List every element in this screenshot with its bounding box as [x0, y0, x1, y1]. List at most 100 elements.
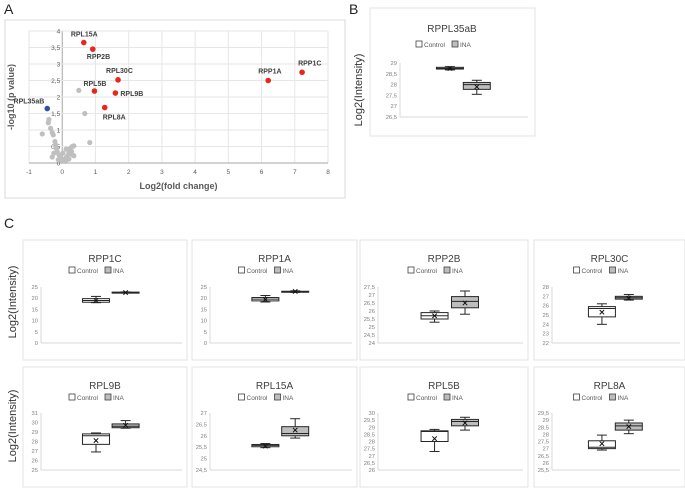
- legend-label-control: Control: [247, 395, 269, 402]
- data-point-gray: [47, 125, 54, 131]
- legend-label-control: Control: [424, 42, 446, 49]
- y-tick-label: 27: [543, 294, 549, 300]
- legend-swatch-control: [415, 40, 423, 48]
- y-tick-label: 24: [369, 341, 376, 347]
- data-point-rpp1a: [265, 77, 272, 84]
- y-tick-label: 28: [543, 432, 549, 438]
- chart-frame: [359, 239, 529, 361]
- y-tick-label: 25,5: [538, 468, 549, 474]
- box-ina: [614, 419, 643, 435]
- y-tick-label: 26: [543, 304, 549, 310]
- data-point-gray: [62, 158, 69, 164]
- box-control: [251, 443, 280, 449]
- box-control: [587, 303, 616, 325]
- legend-swatch-control: [238, 393, 245, 401]
- legend-label-control: Control: [582, 395, 604, 402]
- mean-marker: [431, 436, 438, 442]
- point-label: RPL8A: [103, 115, 126, 122]
- legend-label-control: Control: [416, 395, 438, 402]
- legend-swatch-ina: [274, 393, 281, 401]
- mean-marker: [292, 288, 298, 295]
- data-point-gray: [71, 143, 77, 149]
- chart-title: RPP1C: [88, 254, 121, 265]
- boxplot-rpp1a: RPP1A Control INA 0 5 10 15 20 25: [191, 239, 358, 361]
- y-tick-label: 28,5: [386, 72, 397, 78]
- legend-label-control: Control: [247, 268, 269, 275]
- y-tick-label: 28,5: [538, 425, 549, 431]
- boxplot-rpl15a: RPL15A Control INA 24,5 25 25,5 26 26,5 27: [191, 366, 358, 488]
- point-label: RPL9B: [120, 91, 143, 98]
- y-tick-label: 26: [369, 309, 375, 315]
- legend-label-control: Control: [77, 395, 99, 402]
- y-tick-label: 24,5: [364, 333, 375, 339]
- box-iqr: [281, 426, 310, 437]
- y-tick-label: 1,5: [51, 111, 60, 118]
- mean-marker: [462, 300, 468, 306]
- box-control: [420, 310, 449, 323]
- legend-swatch-ina: [443, 393, 451, 401]
- point-label: RPL15A: [71, 32, 98, 39]
- y-tick-label: 30: [369, 411, 375, 417]
- data-point-gray: [50, 132, 56, 138]
- y-tick-label: 27: [391, 104, 397, 110]
- mean-marker: [599, 309, 605, 315]
- legend-swatch-ina: [609, 266, 616, 274]
- y-tick-label: 20: [32, 296, 38, 302]
- y-tick-label: 28: [32, 440, 38, 446]
- y-tick-label: 29: [369, 425, 375, 431]
- chart-title: RPL9B: [89, 381, 121, 392]
- y-tick-label: 5: [35, 330, 38, 336]
- y-tick-label: 27,5: [364, 285, 375, 291]
- boxplot-rpl9b: RPL9B Control INA 25 26 27 28 29 30 31: [22, 366, 188, 488]
- y-tick-label: 0: [204, 341, 207, 347]
- y-tick-label: 27: [369, 454, 375, 460]
- legend-label-ina: INA: [452, 268, 464, 275]
- panel-label-b: B: [349, 1, 358, 17]
- box-ina: [111, 420, 140, 429]
- box-iqr: [420, 430, 449, 442]
- legend-label-ina: INA: [113, 268, 125, 275]
- box-ina: [281, 288, 310, 295]
- y-tick-label: 24,5: [196, 468, 207, 474]
- y-tick-label: 26,5: [364, 461, 375, 467]
- box-iqr: [587, 440, 616, 450]
- chart-frame: [22, 366, 188, 488]
- mean-marker: [626, 423, 632, 430]
- chart-frame: [359, 366, 529, 488]
- y-tick-label: 25,5: [364, 317, 375, 323]
- panel-label-c: C: [4, 215, 14, 231]
- data-point-gray: [68, 148, 75, 155]
- x-tick-label: 0: [60, 169, 64, 176]
- legend-swatch-ina: [104, 266, 112, 274]
- y-tick-label: 27: [201, 411, 207, 417]
- y-tick-label: 20: [201, 296, 207, 302]
- mean-marker: [462, 420, 468, 426]
- data-point-gray: [39, 131, 45, 137]
- data-point-rpl5b: [91, 88, 98, 94]
- boxplot-rpl30c: RPL30C Control INA 22 23 24 25 26 27 28: [533, 239, 685, 361]
- y-tick-label: 27,5: [386, 93, 397, 99]
- legend-swatch-control: [238, 266, 245, 274]
- x-axis-title: Log2(fold change): [140, 181, 218, 191]
- y-tick-label: 29: [32, 430, 38, 436]
- box-ina: [462, 79, 491, 95]
- box-ina: [281, 418, 310, 439]
- box-control: [420, 428, 449, 452]
- legend-swatch-ina: [274, 266, 281, 274]
- mean-marker: [93, 297, 99, 303]
- box-iqr: [81, 433, 110, 445]
- y-tick-label: 26: [32, 459, 38, 465]
- chart-title: RPP1A: [258, 254, 291, 265]
- y-tick-label: 2: [57, 95, 61, 102]
- chart-frame: [4, 19, 346, 199]
- y-tick-label: 3: [57, 62, 61, 69]
- chart-title: RPL30C: [591, 254, 629, 265]
- data-point-gray: [45, 120, 51, 126]
- boxplot-rpp1c: RPP1C Control INA 0 5 10 15 20 25: [22, 239, 188, 361]
- y-tick-label: 29: [391, 61, 397, 67]
- y-tick-label: 25: [32, 468, 38, 474]
- data-point-gray: [82, 110, 88, 117]
